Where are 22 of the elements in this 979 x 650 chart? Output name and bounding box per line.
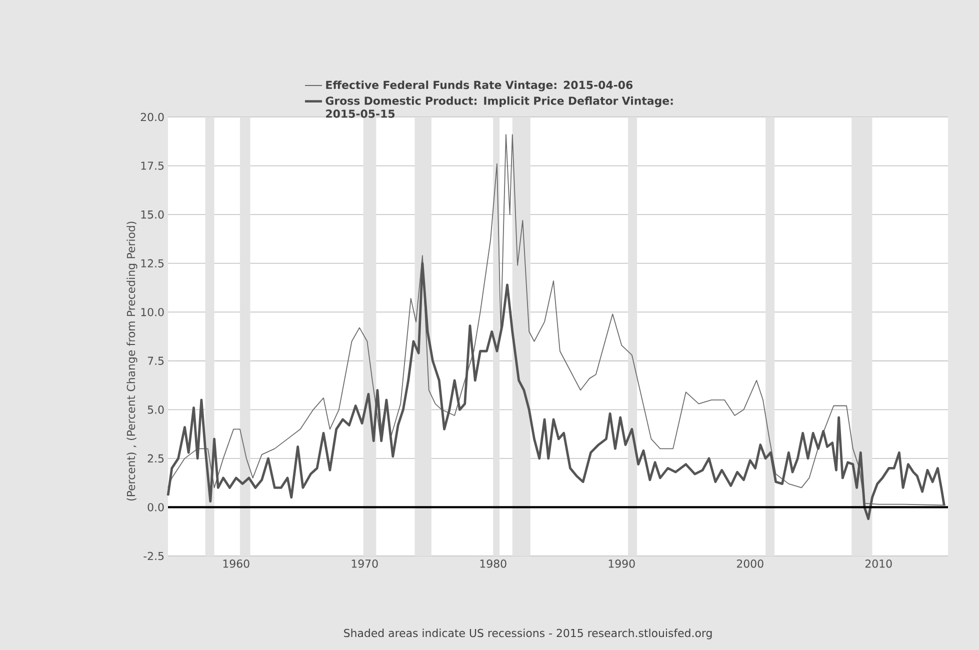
y-tick-label: 17.5 [141,162,164,170]
y-tick-label: 2.5 [148,454,164,463]
x-tick-label: 2000 [736,560,764,568]
x-tick-label: 1970 [352,560,378,568]
x-tick-label: 1960 [223,560,250,568]
y-axis-title: (Percent) , (Percent Change from Preceding Period) [126,222,138,501]
y-tick-label: 12.5 [141,259,164,268]
line-series [166,262,946,520]
legend-label: Gross Domestic Product: Implicit Price Deflator Vintage: 2015-05-15 [326,96,673,118]
x-tick-label: 1990 [608,560,635,568]
y-tick-label: -2.5 [144,552,164,560]
y-tick-label: 5.0 [148,406,164,414]
x-tick-label: 2010 [865,560,892,568]
y-tick-label: 10.0 [141,308,164,316]
x-tick-label: 1980 [480,560,506,568]
y-tick-label: 7.5 [148,356,164,365]
y-tick-label: 20.0 [140,112,164,122]
line-series [168,134,946,506]
y-tick-label: 15.0 [141,210,164,219]
y-tick-label: 0.0 [148,503,164,512]
legend-label: Effective Federal Funds Rate Vintage: 2015-04-06 [326,80,633,92]
text: Shaded areas indicate US recessions - 2015 research.stlouisfed.org [344,628,712,640]
